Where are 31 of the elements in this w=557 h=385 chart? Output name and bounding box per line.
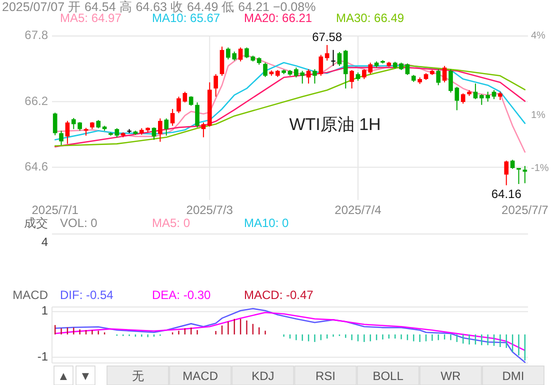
text: MA5: 64.97 [60,11,122,25]
annotation: 64.16 [491,187,522,202]
x-tick-label: 2025/7/3 [186,203,234,217]
text: WTI原油 1H [289,115,381,134]
text: 4 [41,235,48,249]
y-axis-title: MACD [12,288,48,302]
text: DIF: -0.54 [60,288,114,302]
text: MA30: 66.49 [336,11,404,25]
legend-label: MA10: 0 [244,216,290,230]
series-label: MACD: -0.47 [244,288,314,302]
chart-title: 2025/07/07 开 64.54 高 64.63 收 64.49 低 64.21 −0.08% [2,0,316,14]
line-series [54,312,526,352]
x-tick-label: 2025/7/1 [32,203,79,217]
y2-tick-label: 4% [531,30,546,42]
y2-tick-label: -1% [531,162,549,174]
text: 成交 [24,216,48,230]
annotation: 67.58 [312,30,342,44]
y2-tick-label: 1% [531,110,546,121]
legend-label: MA5: 0 [152,216,190,230]
x-tick-label: 2025/7/7 [502,203,549,217]
y-tick-label: 66.2 [24,94,48,108]
text: MA10: 65.67 [152,11,220,25]
y-tick-label: 64.6 [24,159,48,174]
y-tick-label: -1 [37,349,48,364]
y-tick-label: 67.8 [24,28,48,42]
line-series [54,308,526,363]
legend-label: VOL: 0 [60,216,98,230]
text: MA20: 66.21 [244,11,312,25]
y-tick-label: 1 [41,304,48,318]
x-tick-label: 2025/7/4 [334,203,382,217]
series-label: DEA: -0.30 [152,288,212,302]
